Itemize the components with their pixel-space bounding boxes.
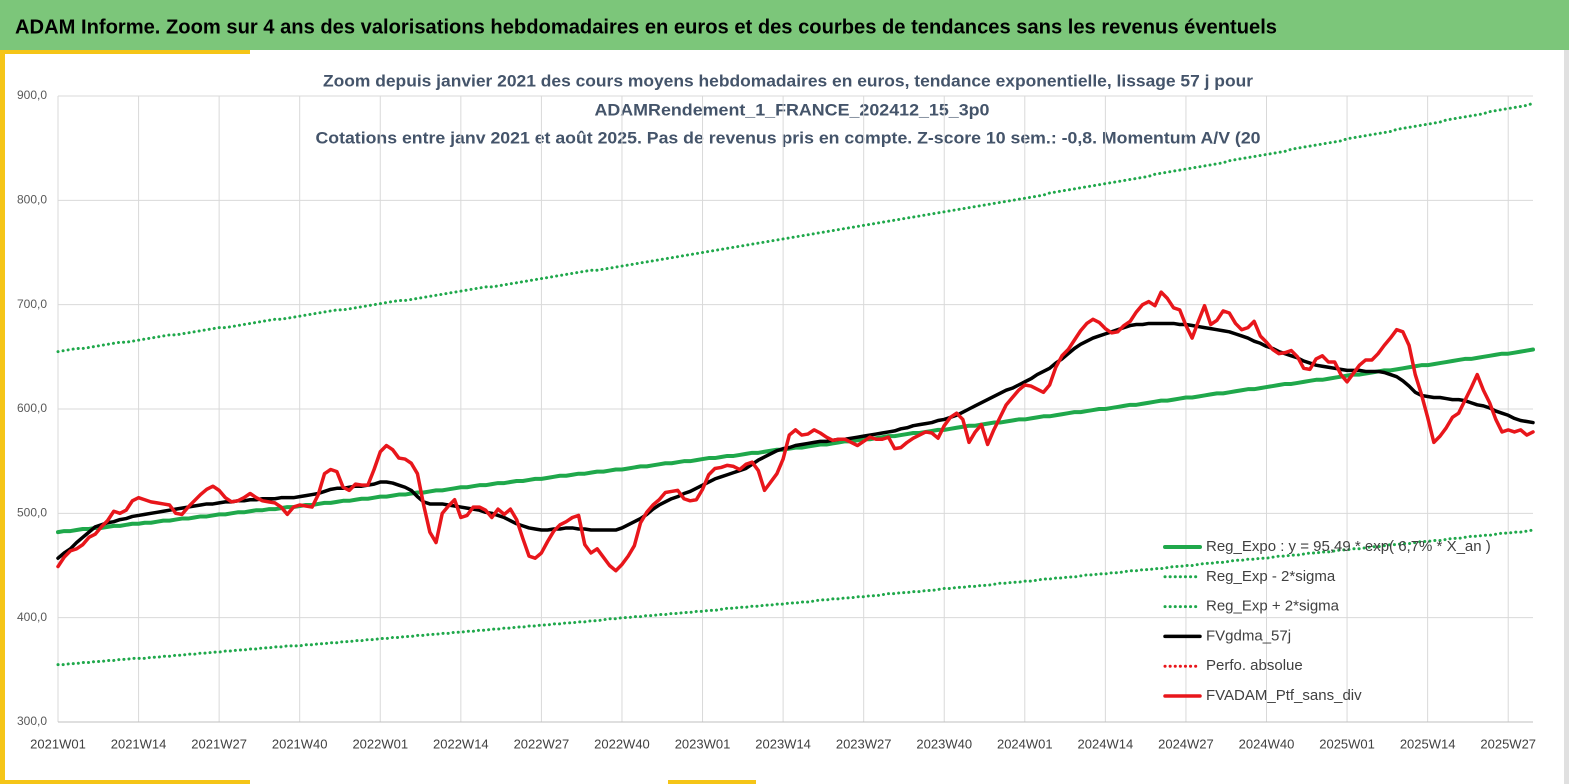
accent [668,780,756,784]
legend: Reg_Expo : y = 95,49 * exp( 6,7% * X_an … [1163,538,1491,704]
x-tick-label: 2023W01 [675,736,731,751]
x-tick-label: 2021W27 [191,736,247,751]
chart-title: ADAMRendement_1_FRANCE_202412_15_3p0 [595,100,990,119]
x-tick-label: 2025W27 [1480,736,1536,751]
chart-title: Cotations entre janv 2021 et août 2025. … [316,128,1261,147]
x-tick-label: 2025W01 [1319,736,1375,751]
legend-label: Reg_Expo : y = 95,49 * exp( 6,7% * X_an … [1206,538,1491,555]
x-tick-label: 2021W01 [30,736,86,751]
legend-label: FVgdma_57j [1206,627,1291,644]
y-tick-label: 700,0 [17,297,47,311]
x-tick-label: 2022W01 [352,736,408,751]
legend-label: Reg_Exp - 2*sigma [1206,568,1336,585]
x-tick-label: 2024W27 [1158,736,1214,751]
legend-label: Perfo. absolue [1206,657,1303,674]
x-tick-label: 2021W14 [111,736,167,751]
x-tick-label: 2024W14 [1078,736,1134,751]
y-tick-label: 900,0 [17,88,47,102]
series-line [56,528,1535,667]
series-line [56,321,1535,560]
y-tick-label: 400,0 [17,610,47,624]
header-bar [0,0,1569,50]
x-tick-label: 2023W14 [755,736,811,751]
x-tick-label: 2023W27 [836,736,892,751]
x-tick-label: 2024W40 [1239,736,1295,751]
grid: 300,0 400,0 500,0 600,0 700,0 800,0 900,0 2021W… [17,88,1536,751]
accent [0,50,5,784]
accent [0,50,250,54]
series-line [56,101,1535,354]
legend-label: Reg_Exp + 2*sigma [1206,598,1340,615]
x-tick-label: 2023W40 [916,736,972,751]
series-line [56,290,1535,573]
border [1564,50,1569,784]
y-tick-label: 300,0 [17,714,47,728]
x-tick-label: 2022W27 [514,736,570,751]
x-tick-label: 2022W14 [433,736,489,751]
accent [0,780,250,784]
x-tick-label: 2021W40 [272,736,328,751]
y-tick-label: 800,0 [17,193,47,207]
y-tick-label: 500,0 [17,506,47,520]
x-tick-label: 2024W01 [997,736,1053,751]
legend-label: FVADAM_Ptf_sans_div [1206,687,1362,704]
x-tick-label: 2025W14 [1400,736,1456,751]
plot [56,101,1535,667]
x-tick-label: 2022W40 [594,736,650,751]
y-tick-label: 600,0 [17,401,47,415]
chart-title: Zoom depuis janvier 2021 des cours moyen… [323,71,1253,90]
header-title: ADAM Informe. Zoom sur 4 ans des valoris… [15,16,1277,38]
